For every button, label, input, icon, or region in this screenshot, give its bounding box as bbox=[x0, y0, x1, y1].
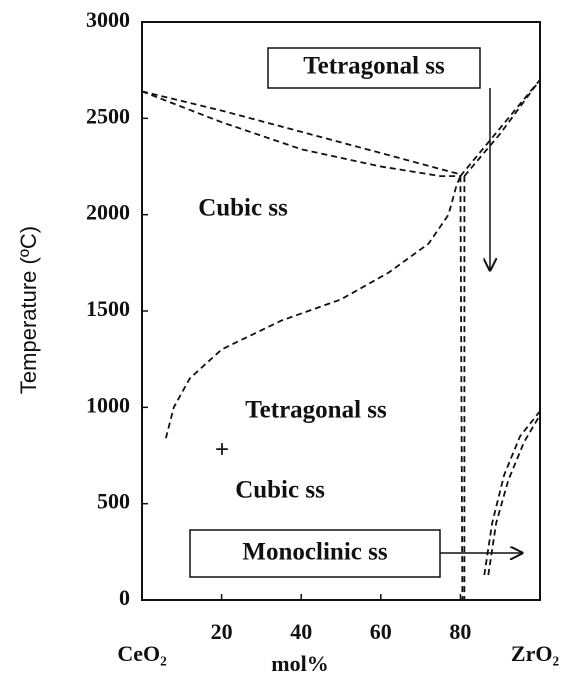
phase-boundary bbox=[141, 90, 461, 177]
phase-boundary bbox=[459, 176, 464, 601]
phase-boundary bbox=[483, 410, 541, 576]
y-tick-label: 3000 bbox=[86, 7, 130, 32]
x-tick-label: 80 bbox=[449, 619, 471, 644]
y-tick-label: 0 bbox=[119, 585, 130, 610]
y-tick-label: 2500 bbox=[86, 103, 130, 128]
region-label: Cubic ss bbox=[198, 195, 288, 222]
plot-frame bbox=[141, 21, 541, 601]
y-tick-label: 2000 bbox=[86, 200, 130, 225]
phase-boundary bbox=[141, 90, 461, 176]
label-box bbox=[267, 47, 481, 89]
x-tick-label: 20 bbox=[211, 619, 233, 644]
phase-boundary bbox=[459, 79, 541, 177]
region-label: + bbox=[215, 437, 229, 464]
region-label: Cubic ss bbox=[235, 477, 325, 504]
x-tick-label: 40 bbox=[290, 619, 312, 644]
region-label: Monoclinic ss bbox=[242, 539, 387, 566]
phase-boundary bbox=[463, 79, 541, 177]
phase-boundary bbox=[487, 414, 541, 576]
y-tick-label: 500 bbox=[97, 489, 130, 514]
x-tick-label: 60 bbox=[370, 619, 392, 644]
x-end-label: CeO₂ bbox=[117, 641, 167, 666]
region-label: Tetragonal ss bbox=[245, 397, 387, 424]
region-label: Tetragonal ss bbox=[303, 53, 445, 80]
x-axis-label: mol% bbox=[271, 651, 328, 676]
phase-boundary bbox=[165, 175, 462, 439]
y-tick-label: 1000 bbox=[86, 392, 130, 417]
y-axis-label: Temperature (ºC) bbox=[16, 226, 41, 394]
label-box bbox=[189, 529, 441, 578]
y-tick-label: 1500 bbox=[86, 296, 130, 321]
x-end-label: ZrO₂ bbox=[511, 641, 560, 666]
